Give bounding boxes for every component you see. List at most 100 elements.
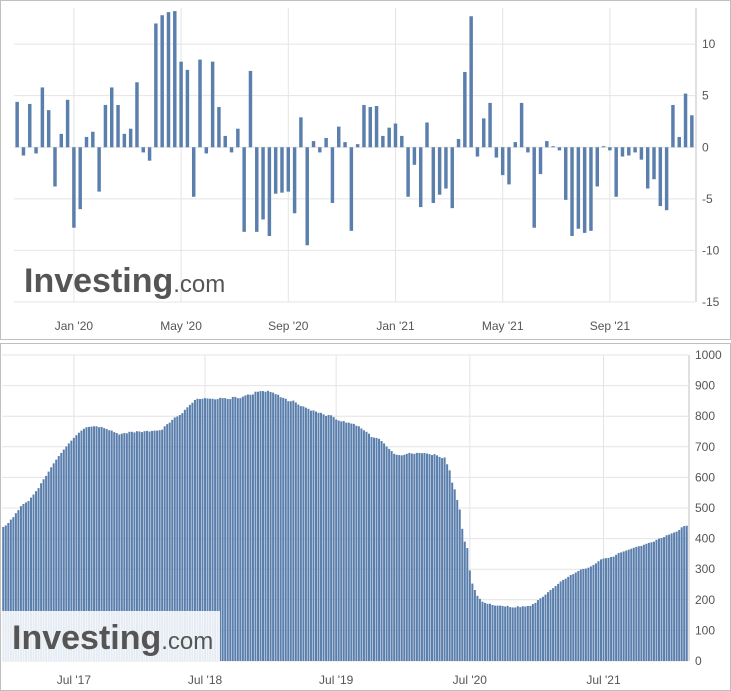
bar [59, 133, 64, 148]
bar [406, 147, 410, 197]
bar [280, 147, 284, 193]
bar [607, 557, 610, 661]
bar [410, 453, 413, 661]
bar [330, 147, 335, 203]
bar [262, 391, 265, 661]
bar [210, 61, 215, 148]
bar [483, 602, 486, 661]
bar [65, 99, 70, 148]
bar [84, 136, 89, 148]
bar [587, 567, 590, 661]
bar [185, 69, 190, 148]
bar [34, 147, 38, 154]
bar [161, 429, 164, 661]
bar [214, 399, 217, 661]
bar [239, 398, 242, 661]
bar [564, 578, 567, 661]
bar [393, 453, 396, 661]
bar [57, 455, 60, 661]
bar [98, 427, 101, 661]
bar [282, 397, 285, 661]
bar [448, 470, 451, 661]
bar [355, 144, 360, 148]
x-tick-label: Jul '20 [453, 673, 488, 687]
bar [40, 87, 45, 148]
bar [582, 147, 587, 233]
bar [135, 431, 138, 661]
bar [685, 525, 688, 661]
bar [279, 397, 282, 661]
bar [683, 526, 686, 661]
bar [431, 147, 436, 203]
bar [292, 147, 297, 214]
bar [21, 147, 26, 156]
bar [567, 576, 570, 661]
bar [156, 430, 159, 661]
bar [393, 123, 398, 148]
bar [299, 406, 302, 661]
investing-logo: Investing.com [24, 262, 225, 300]
bar [24, 502, 27, 661]
bar [135, 82, 139, 148]
bar [453, 489, 456, 661]
bar [229, 399, 232, 661]
bar [645, 147, 650, 189]
bar [151, 430, 154, 661]
y-tick-label: 600 [695, 470, 715, 484]
bar [322, 414, 325, 661]
bar [489, 603, 492, 661]
bar [383, 443, 386, 661]
bar [545, 141, 549, 148]
bar [246, 394, 249, 661]
bar [29, 497, 33, 661]
bar [355, 425, 358, 661]
bar [601, 146, 606, 148]
bar [7, 522, 10, 661]
bar [307, 408, 310, 661]
bar [309, 410, 312, 661]
bar [463, 71, 467, 148]
bar [201, 398, 204, 661]
bar [678, 530, 681, 661]
bar [141, 147, 145, 153]
bar [572, 574, 575, 661]
bar [19, 506, 22, 661]
bar [639, 147, 644, 160]
bar [55, 459, 58, 661]
bar [105, 429, 108, 661]
watermark-background [2, 611, 220, 661]
bar [147, 147, 152, 161]
bar [412, 147, 417, 165]
bar [647, 542, 650, 661]
bar [255, 147, 259, 232]
bar [491, 605, 494, 661]
bar [128, 431, 131, 661]
x-tick-label: Jan '20 [55, 319, 94, 333]
bar [186, 407, 189, 661]
bar [35, 491, 38, 661]
bar [108, 430, 111, 661]
bar [116, 104, 120, 148]
bar [441, 458, 444, 661]
bar [642, 544, 645, 661]
bar [532, 147, 536, 228]
bar [652, 541, 655, 661]
bar [229, 147, 234, 153]
bar [400, 455, 403, 661]
bar [216, 399, 219, 661]
bar [362, 104, 366, 148]
bar [675, 531, 678, 661]
bar [330, 415, 333, 661]
bar [549, 590, 552, 661]
bar [602, 558, 605, 661]
bar [403, 454, 406, 661]
bar [478, 598, 481, 661]
bar [138, 431, 141, 661]
bar [494, 605, 497, 661]
bar [595, 147, 599, 187]
bar [284, 398, 287, 661]
bar [77, 432, 80, 661]
y-tick-label: 700 [695, 440, 715, 454]
bar [244, 395, 247, 661]
bar [224, 398, 227, 661]
